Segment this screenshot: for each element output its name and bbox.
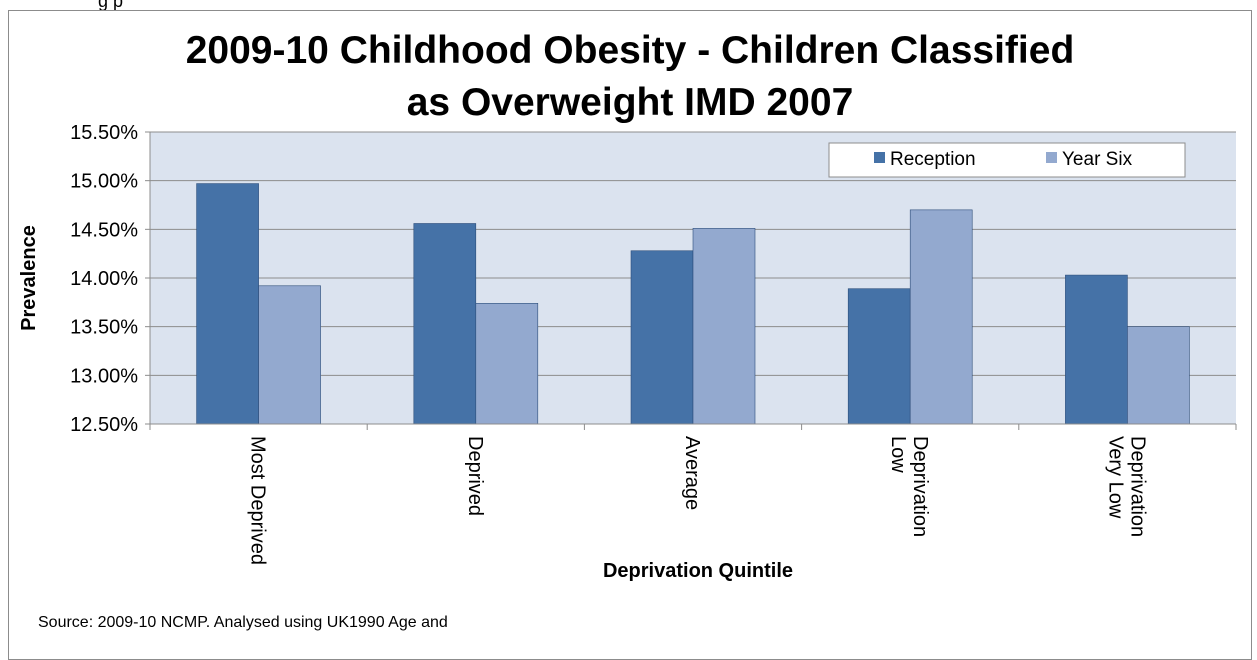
x-tick-label-line: Most Deprived: [247, 436, 269, 565]
legend: Reception Year Six: [828, 142, 1186, 178]
legend-label-year-six: Year Six: [1062, 149, 1133, 170]
legend-swatch-reception: [874, 152, 885, 163]
x-tick-labels: Most Deprived Deprived Average Low Deprivati…: [149, 424, 1237, 565]
x-tick-label-line: Average: [681, 436, 703, 510]
bar-year-six-very-low-deprivation: [1127, 326, 1190, 425]
y-tick-label: 13.00%: [70, 365, 138, 387]
legend-box: [828, 142, 1186, 178]
x-tick-label: Very Low Deprivation: [1104, 436, 1148, 537]
legend-swatch-year-six: [1046, 152, 1057, 163]
chart-title-line-2: as Overweight IMD 2007: [407, 81, 854, 124]
x-tick-label-line: Deprivation: [909, 436, 931, 537]
chart-title-line-1: 2009-10 Childhood Obesity - Children Cla…: [186, 29, 1075, 72]
cropped-text-fragment: g p: [98, 0, 124, 11]
x-tick-label-line: Deprived: [464, 436, 486, 516]
bar-reception-most-deprived: [196, 183, 259, 425]
x-tick-label-line: Deprivation: [1126, 436, 1148, 537]
y-tick-label: 14.00%: [70, 268, 138, 290]
bar-year-six-low-deprivation: [909, 209, 973, 425]
source-note: Source: 2009-10 NCMP. Analysed using UK1…: [38, 614, 448, 631]
y-tick-label: 13.50%: [70, 317, 138, 339]
bar-year-six-average: [692, 228, 756, 425]
x-tick-label: Low Deprivation: [887, 436, 931, 537]
bar-reception-low-deprivation: [847, 288, 911, 425]
bar-year-six-deprived: [475, 303, 539, 425]
bar-year-six-most-deprived: [258, 285, 321, 425]
x-tick-label: Deprived: [464, 436, 486, 516]
bar-chart: 2009-10 Childhood Obesity - Children Cla…: [18, 29, 1237, 582]
bar-reception-deprived: [413, 223, 477, 425]
legend-label-reception: Reception: [890, 149, 976, 170]
y-tick-label: 15.50%: [70, 122, 138, 144]
y-tick-label: 14.50%: [70, 219, 138, 241]
x-axis-title: Deprivation Quintile: [603, 560, 793, 582]
x-tick-label-line: Low: [887, 436, 909, 473]
x-tick-label: Average: [681, 436, 703, 510]
bar-reception-average: [630, 250, 694, 425]
bar-reception-very-low-deprivation: [1065, 274, 1128, 425]
bars: [196, 183, 1190, 425]
y-tick-labels: 12.50% 13.00% 13.50% 14.00% 14.50% 15.00% 15.5…: [70, 122, 150, 436]
x-tick-label: Most Deprived: [247, 436, 269, 565]
x-tick-label-line: Very Low: [1104, 436, 1126, 519]
y-axis-title: Prevalence: [18, 225, 40, 331]
y-tick-label: 12.50%: [70, 414, 138, 436]
y-tick-label: 15.00%: [70, 171, 138, 193]
